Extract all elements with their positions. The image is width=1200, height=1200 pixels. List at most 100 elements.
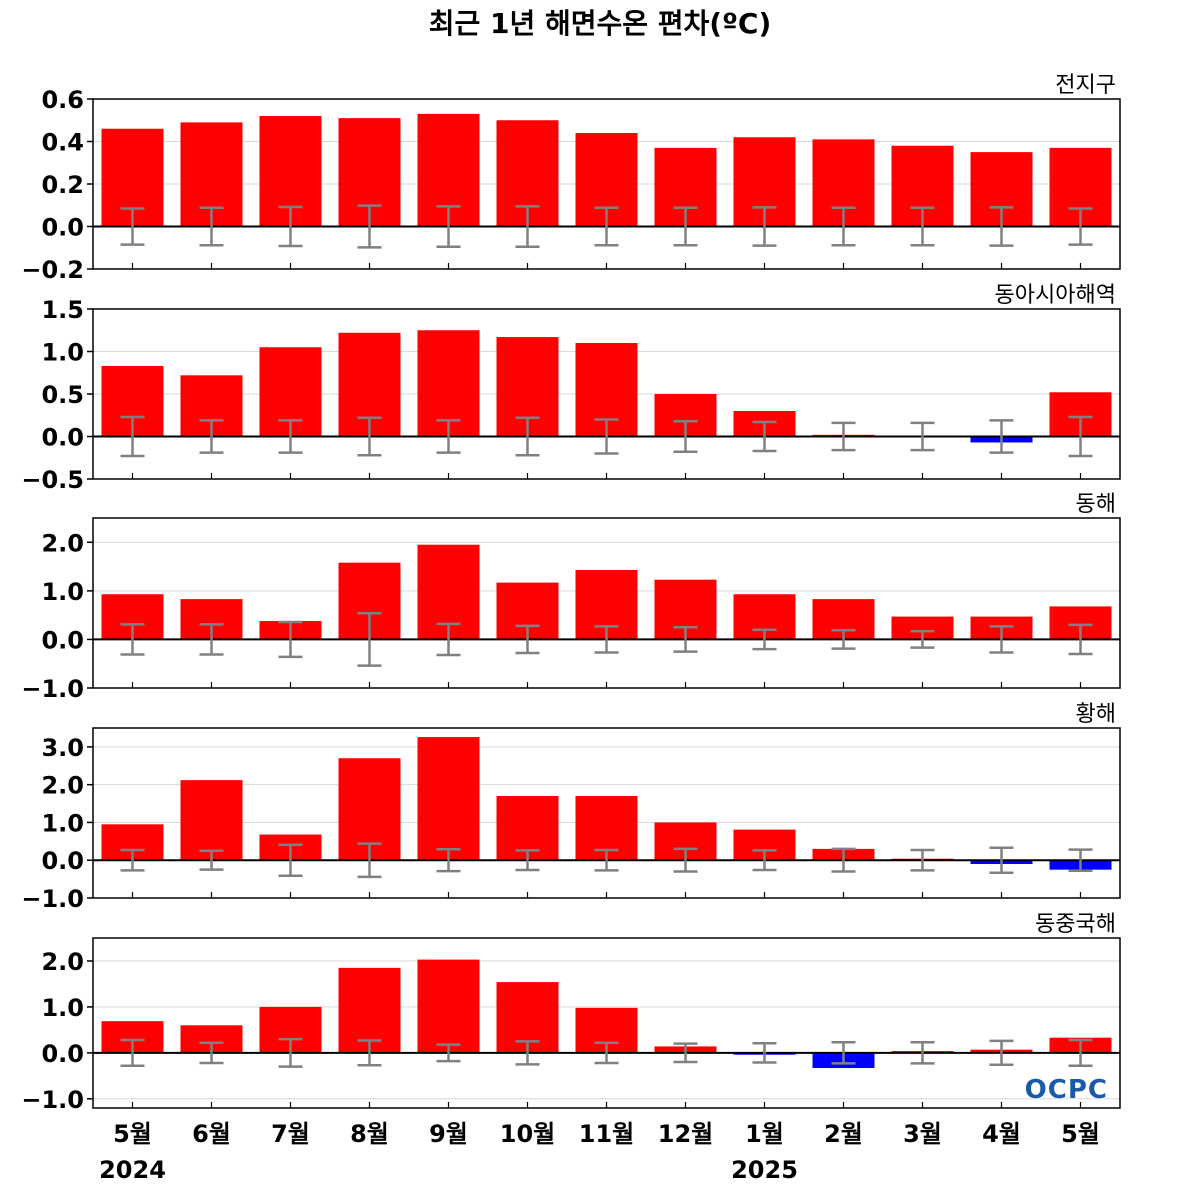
error-bar: [831, 628, 856, 650]
y-tick-label: 1.0: [41, 809, 84, 837]
error-bar: [989, 419, 1014, 454]
y-tick-label: 0.0: [41, 1040, 84, 1068]
panel-frame: [92, 308, 1121, 480]
y-tick-label: 0.5: [41, 381, 84, 409]
main-title: 최근 1년 해면수온 편차(ºC): [429, 7, 772, 40]
error-bar: [1068, 1038, 1093, 1067]
y-tick-label: 1.5: [41, 296, 84, 324]
error-bar: [436, 419, 461, 454]
y-tick-label: 3.0: [41, 734, 84, 762]
panel-4: −1.0 0.0 1.0 2.0 동중국해: [21, 912, 1121, 1114]
error-bar: [278, 1037, 303, 1068]
error-bar: [357, 842, 382, 879]
error-bar: [831, 206, 856, 247]
error-bar: [673, 1042, 698, 1064]
error-bar: [673, 626, 698, 653]
error-bar: [910, 421, 935, 452]
year-label: 2024: [99, 1156, 166, 1184]
error-bar: [436, 205, 461, 248]
error-bar: [357, 204, 382, 249]
error-bar: [673, 206, 698, 247]
error-bar: [910, 1041, 935, 1065]
y-tick-label: 1.0: [41, 578, 84, 606]
error-bar: [199, 849, 224, 871]
error-bar: [515, 205, 540, 248]
y-tick-label: −1.0: [21, 675, 84, 703]
panel-frame: [92, 98, 1121, 270]
y-tick-label: −0.5: [21, 466, 84, 494]
error-bar: [120, 207, 145, 246]
y-tick-label: 2.0: [41, 772, 84, 800]
panel-title: 동아시아해역: [995, 283, 1116, 308]
panel-title: 황해: [1076, 702, 1116, 727]
error-bar: [436, 848, 461, 873]
error-bar: [910, 848, 935, 872]
error-bar: [752, 206, 777, 247]
bar: [891, 616, 954, 640]
error-bar: [278, 843, 303, 877]
error-bar: [199, 1041, 224, 1065]
y-tick-label: −1.0: [21, 1086, 84, 1114]
y-tick-label: 2.0: [41, 529, 84, 557]
error-bar: [120, 415, 145, 458]
y-tick-label: 0.0: [41, 214, 84, 242]
x-tick-label: 3월: [903, 1120, 942, 1148]
y-tick-label: −1.0: [21, 885, 84, 913]
error-bar: [989, 206, 1014, 247]
x-tick-label: 2월: [824, 1120, 863, 1148]
error-bar: [436, 1043, 461, 1063]
error-bar: [594, 206, 619, 247]
error-bar: [989, 1039, 1014, 1067]
panel-frame: [92, 937, 1121, 1109]
error-bar: [199, 419, 224, 454]
error-bar: [515, 849, 540, 872]
error-bar: [594, 625, 619, 654]
error-bar: [120, 623, 145, 656]
error-bar: [436, 622, 461, 657]
error-bar: [278, 205, 303, 248]
ocpc-logo: OCPC: [1025, 1075, 1108, 1105]
error-bar: [515, 1040, 540, 1066]
error-bar: [1068, 207, 1093, 246]
error-bar: [673, 419, 698, 454]
error-bar: [357, 1039, 382, 1067]
x-tick-label: 9월: [429, 1120, 468, 1148]
bar: [338, 967, 401, 1053]
error-bar: [1068, 848, 1093, 873]
error-bar: [357, 611, 382, 667]
panels-group: −0.2 0.0 0.2 0.4 0.6 전지구 −0.5 0.0 0.5 1.0 1.5 동아시아해…: [21, 73, 1121, 1114]
x-tick-label: 4월: [982, 1120, 1021, 1148]
y-tick-label: −0.2: [21, 256, 84, 284]
x-tick-label: 12월: [658, 1120, 713, 1148]
x-axis-labels: 5월 6월 7월 8월 9월 10월 11월 12월 1월 2월 3월 4월 5월 2024 2025: [99, 1120, 1100, 1184]
error-bar: [357, 416, 382, 457]
error-bar: [989, 846, 1014, 874]
y-tick-label: 1.0: [41, 994, 84, 1022]
error-bar: [752, 628, 777, 651]
error-bar: [989, 625, 1014, 654]
bar: [180, 780, 243, 861]
error-bar: [594, 418, 619, 455]
error-bar: [1068, 623, 1093, 656]
x-tick-label: 5월: [1061, 1120, 1100, 1148]
x-tick-label: 10월: [500, 1120, 555, 1148]
x-tick-label: 11월: [579, 1120, 634, 1148]
error-bar: [515, 416, 540, 457]
panel-frame: [92, 517, 1121, 689]
error-bar: [1068, 415, 1093, 458]
bar: [417, 330, 480, 437]
panel-title: 전지구: [1055, 73, 1116, 98]
y-tick-label: 2.0: [41, 948, 84, 976]
y-tick-label: 0.2: [41, 171, 84, 199]
error-bar: [752, 420, 777, 453]
error-bar: [752, 1041, 777, 1064]
x-tick-label: 1월: [745, 1120, 784, 1148]
error-bar: [199, 623, 224, 656]
panel-2: −1.0 0.0 1.0 2.0 동해: [21, 492, 1121, 703]
error-bar: [910, 629, 935, 649]
y-tick-label: 0.6: [41, 86, 84, 114]
error-bar: [278, 620, 303, 659]
error-bar: [910, 206, 935, 247]
bar: [417, 737, 480, 861]
